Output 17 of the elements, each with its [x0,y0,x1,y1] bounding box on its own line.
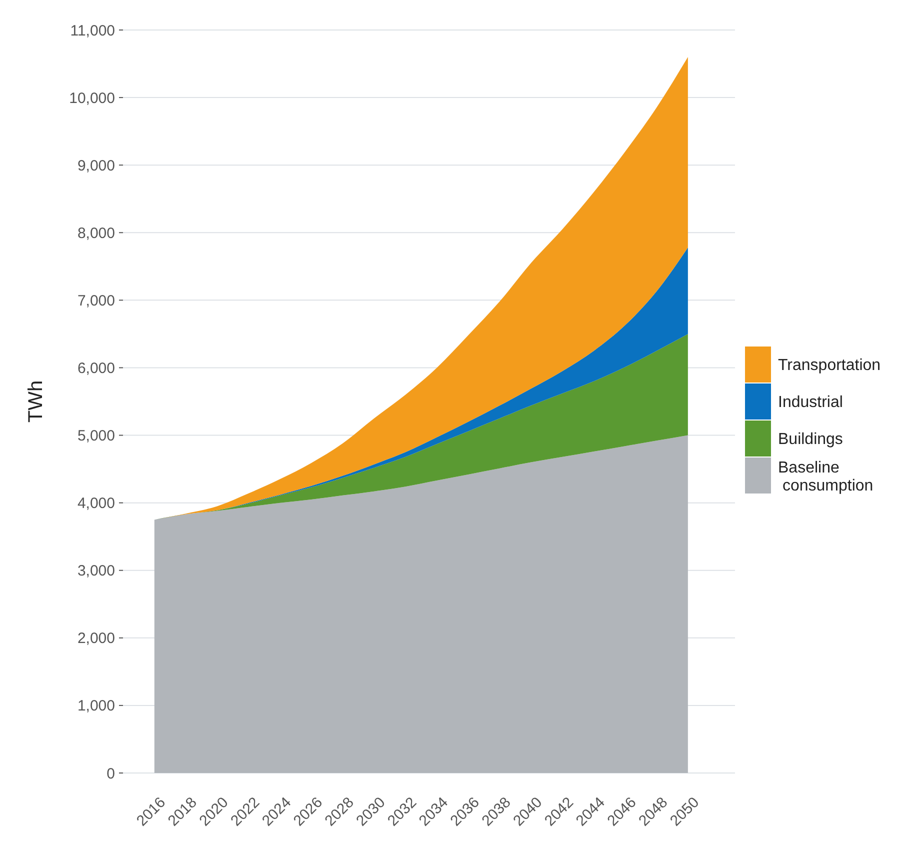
y-tick-label: 3,000 [77,562,115,580]
legend-label: Buildings [778,431,843,448]
y-tick-label: 9,000 [77,157,115,174]
y-tick-label: 4,000 [77,495,115,512]
y-tick-label: 0 [106,765,115,782]
y-tick-label: 7,000 [77,292,115,310]
y-tick-label: 10,000 [69,90,115,107]
legend-label: Industrial [778,394,843,412]
y-tick-label: 2,000 [77,630,115,648]
y-tick-label: 5,000 [77,428,115,445]
legend-label: Baseline consumption [778,459,874,495]
y-axis-title: TWh [25,380,47,423]
y-tick-label: 11,000 [70,22,115,40]
y-tick-label: 1,000 [77,698,115,715]
legend-label: Transportation [778,357,881,374]
y-tick-label: 8,000 [77,224,115,242]
y-tick-label: 6,000 [77,360,115,377]
